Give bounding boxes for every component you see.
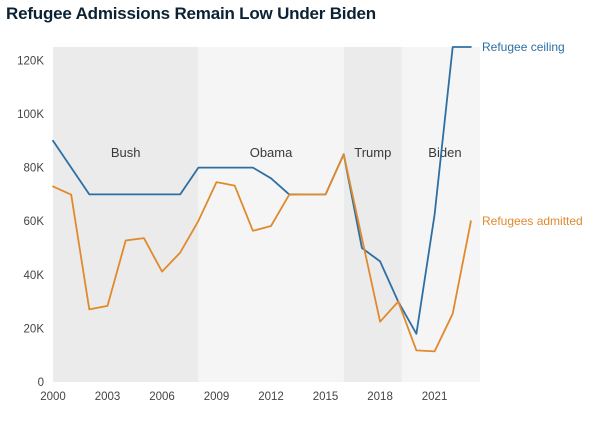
era-label-obama: Obama <box>250 145 293 160</box>
series-lines <box>52 46 472 353</box>
chart-title: Refugee Admissions Remain Low Under Bide… <box>6 4 376 23</box>
y-tick-label: 0 <box>38 377 44 389</box>
y-tick-label: 20K <box>24 323 45 335</box>
y-tick-label: 80K <box>24 163 45 175</box>
era-label-biden: Biden <box>428 145 461 160</box>
series-line-refugee-ceiling <box>52 46 472 335</box>
x-tick-label: 2003 <box>95 391 121 403</box>
era-label-trump: Trump <box>354 145 391 160</box>
x-tick-label: 2012 <box>258 391 284 403</box>
x-tick-label: 2006 <box>149 391 175 403</box>
era-band-obama <box>198 47 344 382</box>
x-tick-label: 2015 <box>313 391 339 403</box>
era-label-bush: Bush <box>111 145 141 160</box>
x-tick-label: 2018 <box>367 391 393 403</box>
y-axis: 0 20K 40K 60K 80K 100K 120K <box>17 55 44 389</box>
y-tick-label: 120K <box>17 55 44 67</box>
era-band-biden <box>401 47 480 382</box>
series-line-refugees-admitted <box>52 153 472 353</box>
y-tick-label: 100K <box>17 109 44 121</box>
era-bands <box>53 47 480 382</box>
series-label-refugees-admitted: Refugees admitted <box>482 214 583 228</box>
series-labels: Refugee ceiling Refugees admitted <box>482 40 583 228</box>
era-labels: Bush Obama Trump Biden <box>111 145 462 160</box>
era-band-bush <box>53 47 199 382</box>
x-tick-label: 2021 <box>422 391 448 403</box>
series-label-refugee-ceiling: Refugee ceiling <box>482 40 565 54</box>
y-tick-label: 40K <box>24 270 45 282</box>
y-tick-label: 60K <box>24 216 45 228</box>
x-tick-label: 2009 <box>204 391 230 403</box>
x-axis: 2000 2003 2006 2009 2012 2015 2018 2021 <box>40 391 447 403</box>
x-tick-label: 2000 <box>40 391 66 403</box>
era-band-trump <box>343 47 402 382</box>
